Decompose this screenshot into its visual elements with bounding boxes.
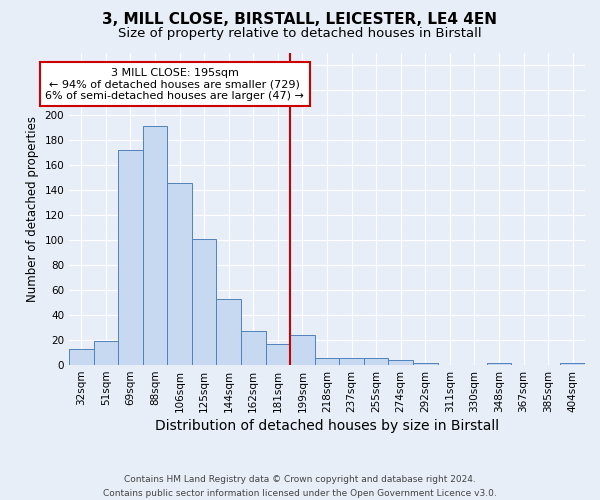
Text: Contains HM Land Registry data © Crown copyright and database right 2024.
Contai: Contains HM Land Registry data © Crown c… [103,476,497,498]
Y-axis label: Number of detached properties: Number of detached properties [26,116,39,302]
Bar [143,126,167,365]
Text: Size of property relative to detached houses in Birstall: Size of property relative to detached ho… [118,28,482,40]
Bar [192,239,217,365]
Bar [94,341,118,365]
Text: 3, MILL CLOSE, BIRSTALL, LEICESTER, LE4 4EN: 3, MILL CLOSE, BIRSTALL, LEICESTER, LE4 … [103,12,497,28]
Bar [413,362,437,365]
Bar [290,335,315,365]
Bar [266,344,290,365]
Bar [241,331,266,365]
Bar [118,150,143,365]
Bar [560,362,585,365]
Bar [217,298,241,365]
Bar [315,358,339,365]
X-axis label: Distribution of detached houses by size in Birstall: Distribution of detached houses by size … [155,419,499,433]
Bar [364,358,388,365]
Bar [388,360,413,365]
Bar [167,182,192,365]
Bar [339,358,364,365]
Text: 3 MILL CLOSE: 195sqm
← 94% of detached houses are smaller (729)
6% of semi-detac: 3 MILL CLOSE: 195sqm ← 94% of detached h… [45,68,304,100]
Bar [69,349,94,365]
Bar [487,362,511,365]
